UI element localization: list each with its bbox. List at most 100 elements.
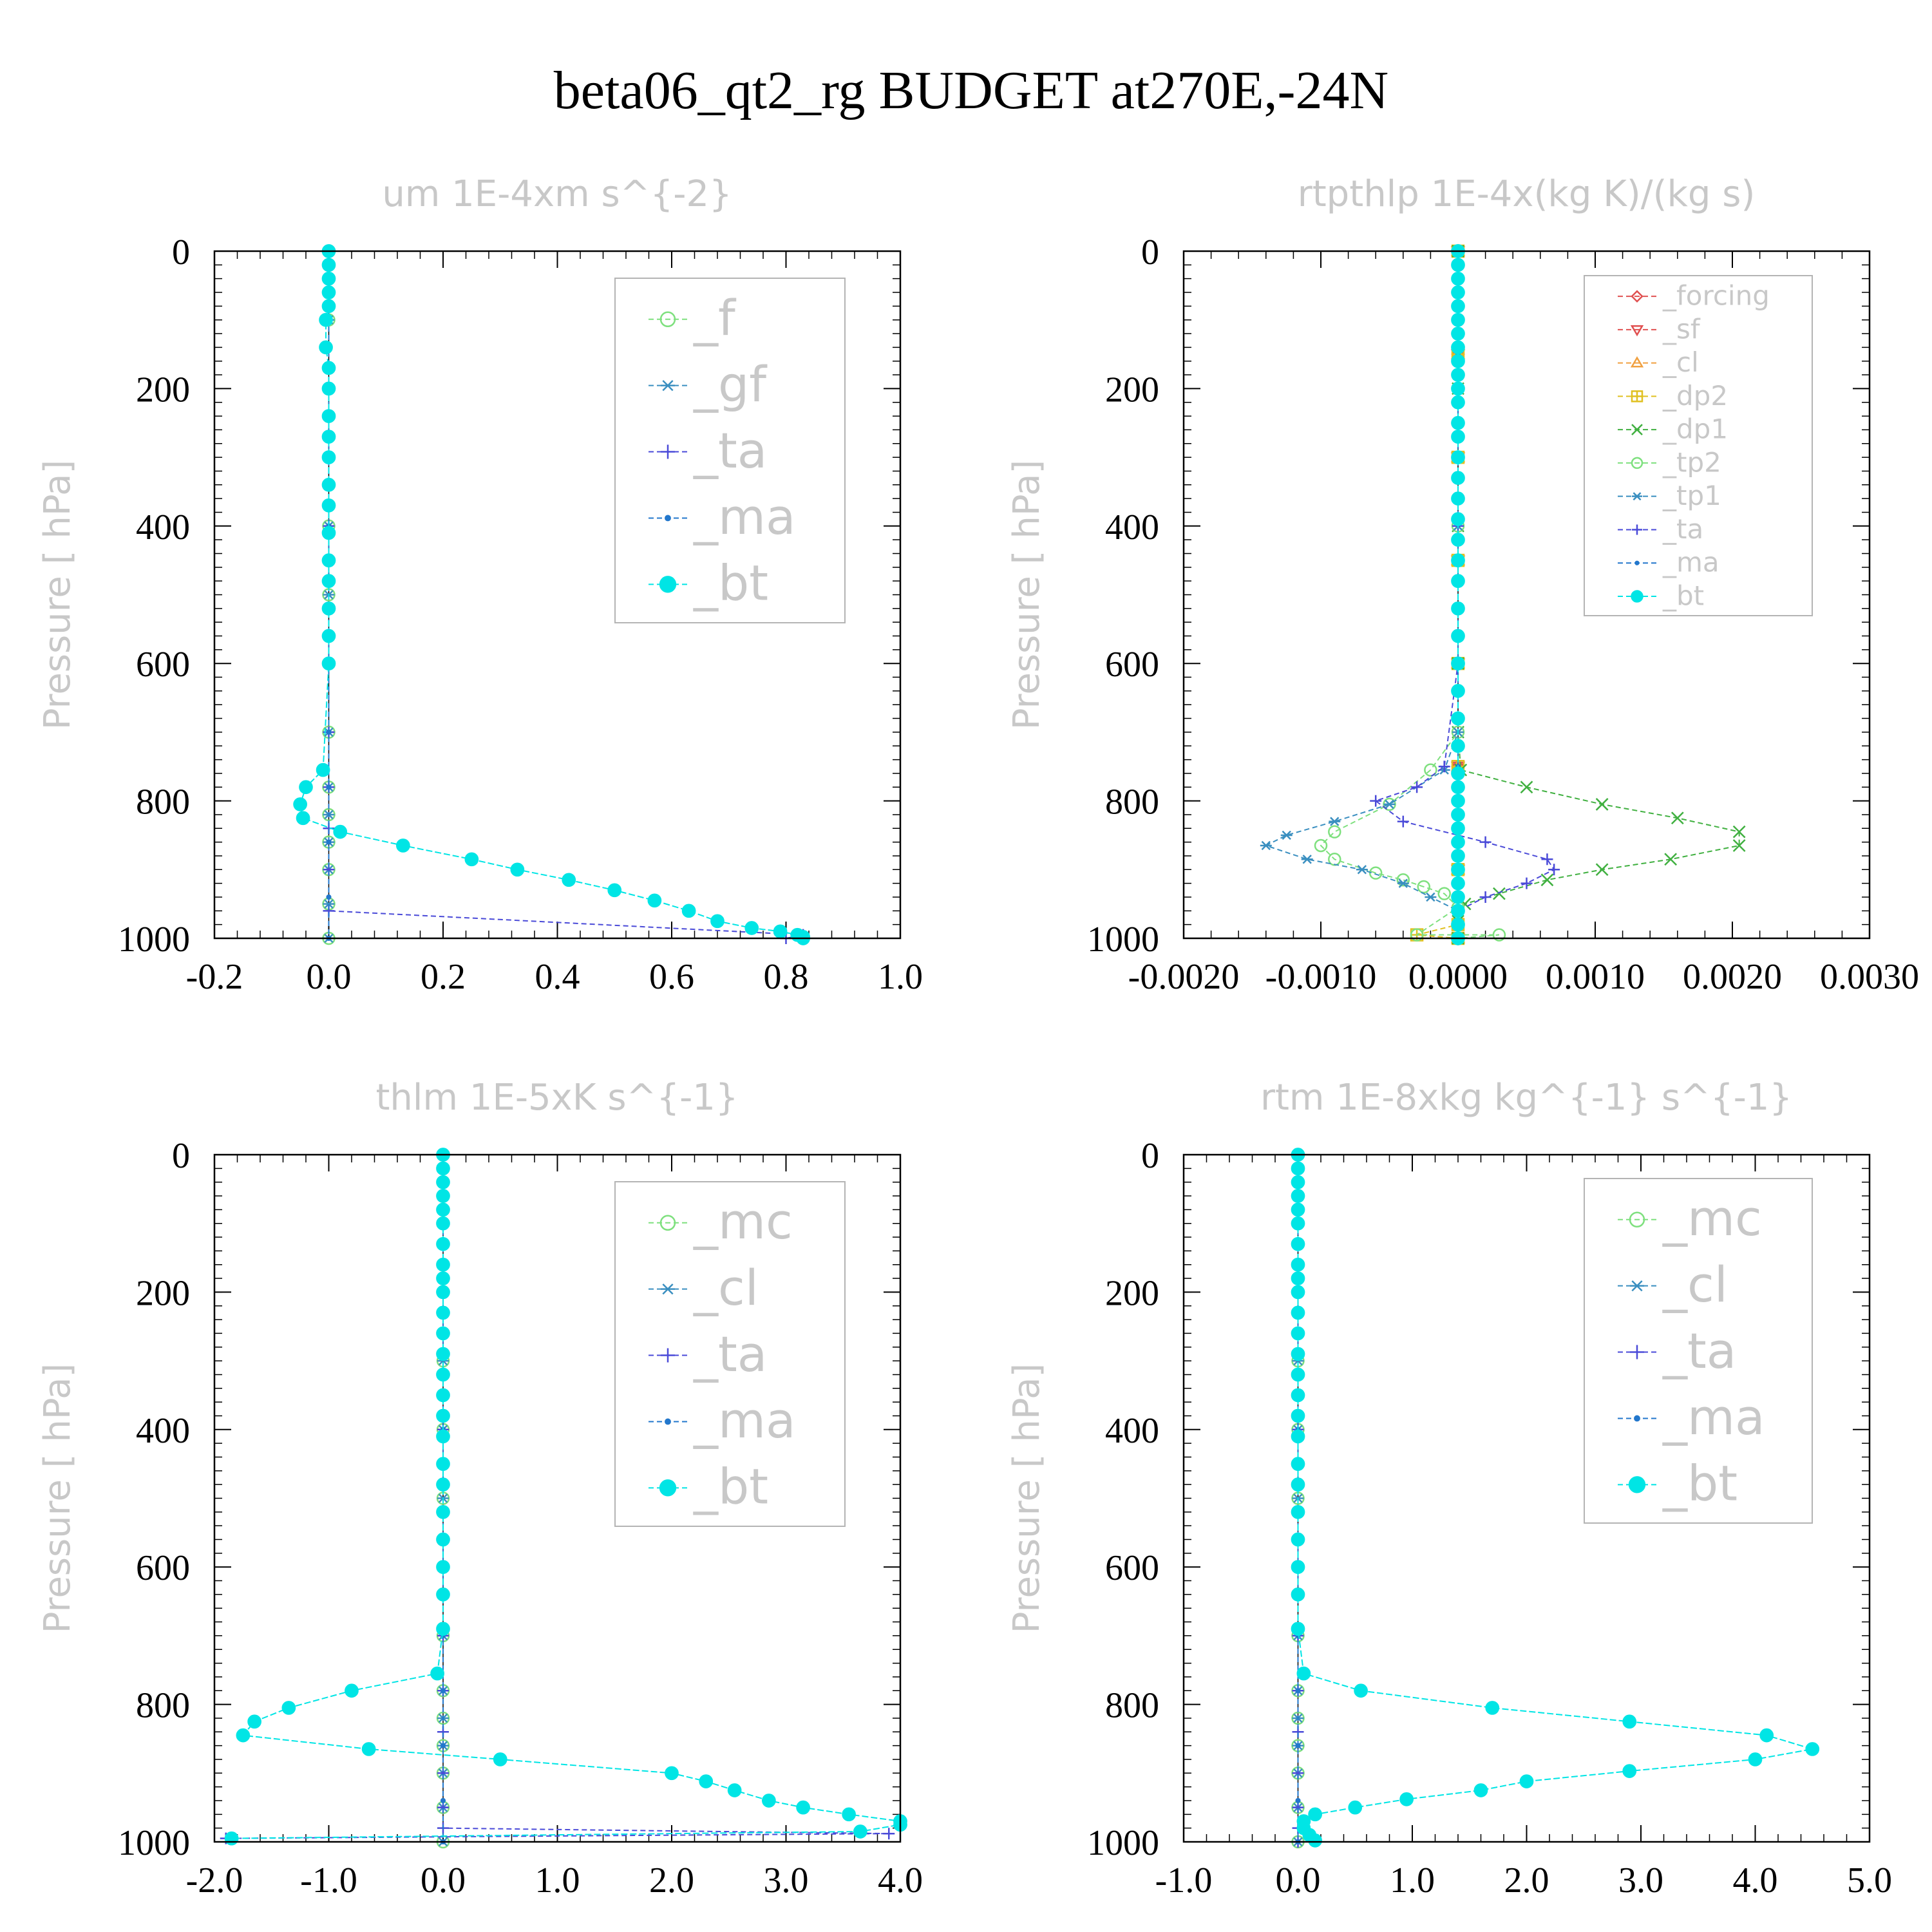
data-point [1291, 1408, 1305, 1423]
y-tick-label: 0 [1141, 1136, 1159, 1176]
data-point [1397, 878, 1409, 888]
data-point [1291, 1587, 1305, 1602]
data-point [647, 893, 662, 908]
legend-label: _ma [693, 1392, 796, 1449]
data-point [1451, 656, 1465, 671]
y-tick-label: 400 [136, 1411, 190, 1451]
data-point [316, 762, 330, 777]
x-tick-label: -1.0 [300, 1861, 357, 1900]
x-tick-label: 0.0 [307, 957, 352, 997]
data-point [1291, 1326, 1305, 1341]
legend-marker [1632, 492, 1642, 501]
data-point [1451, 415, 1465, 430]
legend-label: _sf [1662, 313, 1701, 345]
legend-marker [661, 380, 675, 392]
y-tick-label: 200 [136, 370, 190, 410]
y-tick-label: 1000 [1087, 920, 1159, 960]
data-point [1291, 1216, 1305, 1231]
data-point [1397, 815, 1409, 828]
data-point [607, 883, 622, 898]
data-point [1291, 1347, 1305, 1361]
y-tick-label: 200 [136, 1273, 190, 1313]
data-point [1520, 877, 1533, 889]
legend-marker [1632, 524, 1642, 535]
legend-label: _tp2 [1662, 446, 1721, 478]
data-point [436, 1504, 450, 1519]
data-point [1520, 781, 1533, 794]
data-point [436, 1477, 450, 1492]
data-point [440, 1797, 446, 1804]
data-point [1451, 849, 1465, 863]
data-point [281, 1701, 296, 1715]
data-point [464, 852, 479, 867]
data-point [436, 1622, 450, 1636]
data-point [1451, 340, 1465, 355]
data-point [1451, 904, 1465, 918]
data-point [1291, 1560, 1305, 1575]
x-tick-label: -1.0 [1155, 1861, 1213, 1900]
data-point [1451, 327, 1465, 341]
data-point [436, 1189, 450, 1203]
legend-marker [1631, 457, 1643, 469]
data-point [1451, 450, 1465, 464]
y-tick-label: 600 [136, 645, 190, 685]
data-point [326, 729, 332, 735]
data-point [1451, 821, 1465, 836]
y-tick-label: 200 [1105, 370, 1159, 410]
data-point [1370, 795, 1382, 807]
data-point [396, 838, 410, 853]
legend-marker [659, 311, 676, 328]
data-point [681, 904, 696, 918]
legend-marker [1631, 290, 1643, 303]
legend-marker [1629, 1211, 1645, 1228]
y-axis-label: Pressure [ hPa] [1006, 1363, 1048, 1633]
data-point [1451, 862, 1465, 877]
data-point [319, 312, 333, 327]
data-point [345, 1683, 359, 1698]
panel-title: rtpthlp 1E-4x(kg K)/(kg s) [1298, 173, 1756, 215]
data-point [1308, 1807, 1322, 1822]
data-point [1424, 763, 1437, 777]
data-point [1622, 1714, 1637, 1729]
data-point [1759, 1728, 1774, 1743]
data-point [321, 430, 336, 444]
data-point [1451, 354, 1465, 368]
legend: _forcing_sf_cl_dp2_dp1_tp2_tp1_ta_ma_bt [1584, 275, 1813, 616]
data-point [436, 1202, 450, 1217]
data-point [321, 526, 336, 540]
data-point [1328, 825, 1341, 838]
data-point [1540, 873, 1554, 887]
legend-label: _f [693, 289, 737, 346]
data-point [1356, 865, 1368, 875]
data-point [1451, 574, 1465, 589]
data-point [1485, 1701, 1500, 1715]
data-point [1291, 1271, 1305, 1285]
legend-label: _ta [693, 1325, 767, 1383]
legend-marker [1631, 424, 1643, 436]
legend-label: _ta [1662, 1322, 1736, 1379]
legend-label: _ta [693, 422, 767, 479]
data-point [296, 811, 310, 826]
legend-box [1584, 275, 1813, 616]
data-point [321, 629, 336, 643]
legend-label: _tp1 [1662, 480, 1721, 511]
data-point [1451, 835, 1465, 849]
legend-marker [661, 1348, 675, 1363]
x-tick-label: 2.0 [649, 1861, 694, 1900]
series-bt [1291, 1148, 1820, 1848]
legend-label: _bt [1662, 580, 1704, 611]
y-tick-label: 400 [1105, 1411, 1159, 1451]
data-point [699, 1774, 714, 1788]
plot-frame [1182, 1153, 1871, 1843]
data-point [744, 921, 759, 935]
legend-marker [661, 444, 675, 459]
x-tick-label: 0.6 [649, 957, 694, 997]
data-point [1732, 825, 1746, 838]
legend: _mc _cl _ta _ma _bt [1584, 1178, 1813, 1524]
legend-label: _ma [1662, 547, 1719, 578]
legend-marker [659, 1215, 676, 1231]
x-tick-label: 0.0030 [1820, 957, 1919, 997]
data-point [1451, 285, 1465, 299]
data-point [1451, 299, 1465, 314]
data-point [1664, 853, 1678, 866]
